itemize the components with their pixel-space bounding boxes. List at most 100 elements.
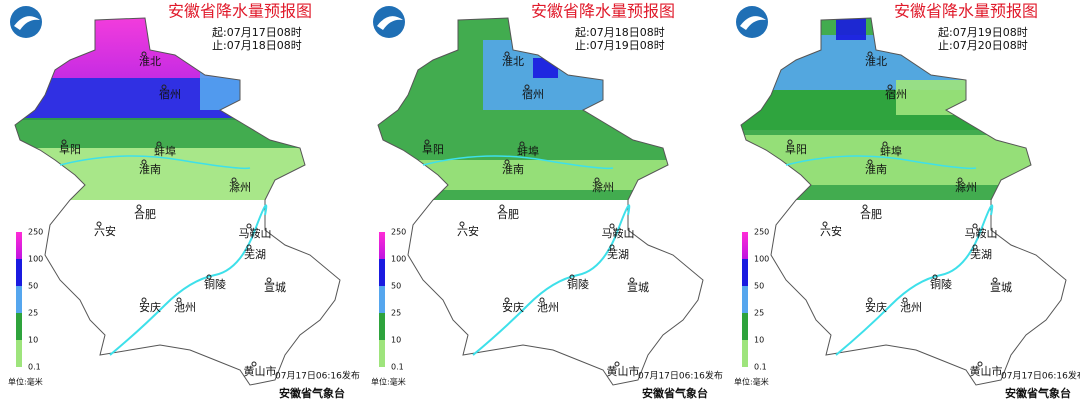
city-label: 淮北	[502, 55, 524, 68]
river	[59, 155, 251, 170]
city-label: 池州	[174, 301, 196, 314]
city-dot	[206, 274, 212, 280]
city-label: 安庆	[865, 300, 887, 314]
city-dot	[569, 274, 575, 280]
city-label: 六安	[457, 224, 479, 238]
city-label: 宣城	[627, 280, 649, 294]
legend-swatch	[16, 340, 22, 367]
city-dot	[504, 51, 510, 57]
start-time: 起:07月17日08时	[212, 26, 302, 39]
legend-label: 25	[28, 309, 38, 318]
city-dot	[594, 177, 600, 183]
legend-label: 250	[391, 228, 406, 237]
end-time: 止:07月19日08时	[575, 39, 665, 52]
rain-band	[15, 118, 340, 148]
map-title: 安徽省降水量预报图	[168, 2, 312, 21]
logo-swoosh	[14, 16, 40, 30]
river	[472, 204, 631, 356]
agency: 安徽省气象台	[642, 386, 708, 400]
city-dot	[156, 141, 162, 147]
city-label: 芜湖	[244, 247, 266, 261]
logo-swoosh	[377, 16, 403, 30]
city-dot	[176, 297, 182, 303]
city-dot	[504, 159, 510, 165]
legend-swatch	[379, 313, 385, 340]
city-label: 淮北	[139, 55, 161, 68]
legend-label: 10	[754, 336, 764, 345]
start-time: 起:07月18日08时	[575, 26, 665, 39]
legend-unit: 单位:毫米	[734, 377, 769, 387]
city-label: 铜陵	[204, 277, 226, 291]
city-label: 滁州	[592, 180, 614, 194]
city-label: 宿州	[885, 87, 907, 101]
rain-band	[896, 80, 976, 115]
city-label: 合肥	[134, 207, 156, 221]
legend-swatch	[742, 286, 748, 313]
city-dot	[231, 177, 237, 183]
province-outline	[14, 17, 341, 386]
legend-swatch	[16, 232, 22, 259]
city-dot	[822, 221, 828, 227]
issued-time: 07月17日06:16发布	[275, 370, 360, 382]
river	[422, 155, 614, 170]
city-dot	[787, 139, 793, 145]
city-dot	[862, 204, 868, 210]
map-title: 安徽省降水量预报图	[531, 2, 675, 21]
city-label: 铜陵	[930, 277, 952, 291]
city-dot	[459, 221, 465, 227]
city-label: 淮南	[139, 163, 161, 176]
city-label: 淮北	[865, 55, 887, 68]
river	[785, 155, 977, 170]
city-dot	[424, 139, 430, 145]
city-dot	[246, 223, 252, 229]
city-dot	[957, 177, 963, 183]
city-label: 合肥	[860, 207, 882, 221]
city-label: 阜阳	[422, 143, 444, 156]
legend-label: 25	[754, 309, 764, 318]
legend-label: 50	[391, 282, 401, 291]
legend-swatch	[379, 286, 385, 313]
city-dot	[136, 204, 142, 210]
city-dot	[887, 84, 893, 90]
city-dot	[96, 221, 102, 227]
city-label: 六安	[94, 224, 116, 238]
river	[109, 204, 268, 356]
city-dot	[141, 159, 147, 165]
city-dot	[61, 139, 67, 145]
legend-swatch	[16, 286, 22, 313]
city-dot	[504, 297, 510, 303]
legend-swatch	[742, 313, 748, 340]
city-dot	[141, 51, 147, 57]
legend-label: 250	[28, 228, 43, 237]
city-label: 宣城	[990, 280, 1012, 294]
city-label: 安庆	[502, 300, 524, 314]
legend-unit: 单位:毫米	[371, 377, 406, 387]
legend-label: 0.1	[754, 363, 767, 372]
legend-label: 100	[28, 255, 43, 264]
city-label: 铜陵	[567, 277, 589, 291]
city-label: 淮南	[865, 163, 887, 176]
city-dot	[882, 141, 888, 147]
city-label: 淮南	[502, 163, 524, 176]
legend-swatch	[379, 232, 385, 259]
city-dot	[629, 277, 635, 283]
city-label: 宿州	[522, 87, 544, 101]
city-label: 宣城	[264, 280, 286, 294]
legend-swatch	[379, 259, 385, 286]
issued-time: 07月17日06:16发布	[638, 370, 723, 382]
legend-label: 0.1	[28, 363, 41, 372]
legend-label: 0.1	[391, 363, 404, 372]
city-label: 芜湖	[607, 247, 629, 261]
city-label: 合肥	[497, 207, 519, 221]
agency: 安徽省气象台	[1005, 386, 1071, 400]
rainfall-map	[15, 18, 340, 385]
city-label: 池州	[537, 301, 559, 314]
legend-swatch	[742, 259, 748, 286]
end-time: 止:07月20日08时	[938, 39, 1028, 52]
legend-label: 100	[391, 255, 406, 264]
legend-label: 250	[754, 228, 769, 237]
rain-band	[378, 160, 703, 190]
